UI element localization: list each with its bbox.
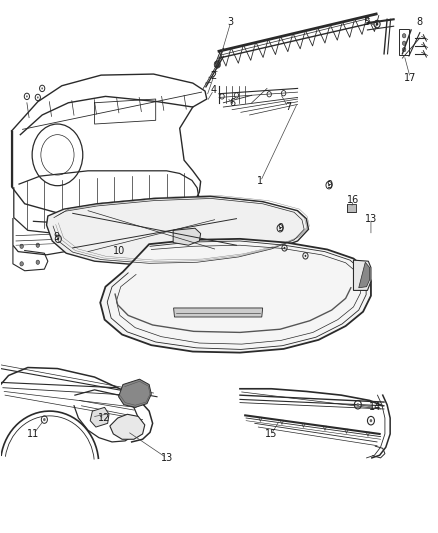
Text: 11: 11 (27, 429, 39, 439)
Polygon shape (46, 196, 308, 265)
Text: 9: 9 (277, 223, 283, 233)
Circle shape (20, 244, 23, 248)
Polygon shape (100, 239, 371, 353)
Text: 10: 10 (113, 246, 125, 255)
Circle shape (41, 87, 43, 90)
Circle shape (20, 262, 23, 266)
Text: 12: 12 (99, 413, 111, 423)
Text: 14: 14 (369, 402, 381, 413)
Circle shape (284, 247, 286, 249)
Circle shape (36, 260, 39, 264)
Circle shape (357, 403, 359, 406)
Text: 5: 5 (364, 17, 370, 27)
Polygon shape (110, 414, 145, 439)
Circle shape (57, 238, 59, 240)
Circle shape (43, 418, 46, 421)
Text: 1: 1 (258, 176, 264, 187)
Circle shape (304, 255, 306, 257)
Text: 13: 13 (365, 214, 377, 224)
Text: 3: 3 (228, 17, 234, 27)
FancyBboxPatch shape (347, 204, 356, 212)
Polygon shape (173, 308, 263, 317)
Circle shape (328, 184, 330, 186)
Circle shape (26, 95, 28, 98)
Text: 4: 4 (211, 85, 217, 95)
Circle shape (403, 34, 406, 38)
Text: 9: 9 (53, 232, 60, 243)
Polygon shape (119, 379, 151, 407)
Text: 17: 17 (404, 73, 417, 83)
Text: 8: 8 (417, 17, 423, 27)
Polygon shape (173, 228, 201, 245)
Circle shape (214, 61, 220, 68)
Polygon shape (359, 262, 370, 288)
Text: 15: 15 (265, 429, 278, 439)
Text: 6: 6 (229, 98, 235, 108)
Bar (399, 29, 409, 55)
Text: 2: 2 (211, 71, 217, 81)
Text: 16: 16 (347, 195, 360, 205)
Text: 9: 9 (326, 180, 332, 190)
Text: 13: 13 (160, 453, 173, 463)
Circle shape (37, 96, 39, 99)
Circle shape (376, 22, 378, 26)
Circle shape (403, 47, 406, 52)
Text: 7: 7 (285, 102, 291, 112)
Circle shape (279, 227, 281, 229)
Circle shape (403, 41, 406, 45)
Polygon shape (353, 260, 371, 290)
Circle shape (370, 419, 372, 422)
Circle shape (36, 243, 39, 247)
Polygon shape (90, 407, 109, 427)
